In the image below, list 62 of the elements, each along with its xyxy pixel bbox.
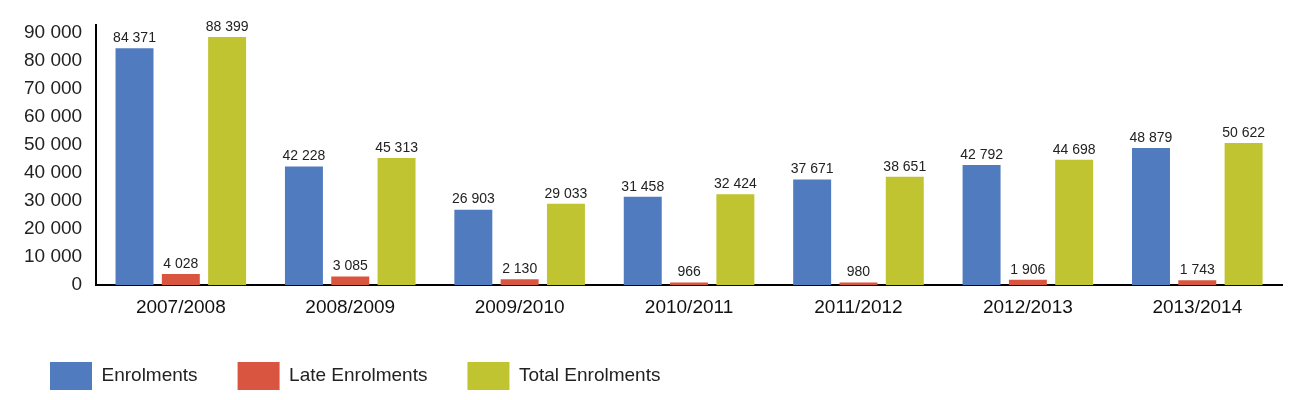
data-label: 4 028 [163, 254, 199, 271]
data-label: 42 792 [960, 145, 1004, 162]
data-label: 1 906 [1010, 260, 1046, 277]
x-tick-label: 2012/2013 [982, 295, 1073, 317]
bar [1132, 147, 1170, 286]
bar [161, 273, 200, 286]
x-tick-label: 2007/2008 [135, 295, 226, 317]
data-label: 26 903 [451, 190, 495, 207]
bar [1008, 279, 1047, 286]
bar [962, 165, 1001, 286]
bar [377, 157, 416, 286]
bar [716, 194, 755, 286]
y-tick-label: 0 [71, 273, 83, 295]
bar [1055, 159, 1094, 286]
data-label: 1 743 [1179, 261, 1216, 278]
bar [546, 203, 585, 286]
bar [208, 36, 247, 286]
y-tick-label: 80 000 [23, 48, 83, 70]
y-tick-label: 70 000 [23, 76, 83, 98]
bar [331, 276, 370, 286]
data-label: 38 651 [883, 157, 927, 174]
bar [623, 196, 662, 286]
data-label: 31 458 [621, 177, 665, 194]
bar [839, 282, 878, 286]
y-tick-label: 20 000 [23, 217, 83, 239]
data-label: 45 313 [375, 138, 419, 155]
x-tick-label: 2010/2011 [644, 295, 734, 317]
data-label: 3 085 [332, 257, 368, 274]
bar [1224, 143, 1263, 286]
data-label: 50 622 [1222, 123, 1266, 140]
legend-label: Late Enrolments [289, 364, 428, 386]
y-tick-label: 40 000 [23, 161, 83, 183]
legend-label: Enrolments [101, 364, 198, 386]
x-tick-label: 2009/2010 [474, 295, 565, 317]
bar [284, 166, 323, 286]
y-tick-label: 30 000 [23, 189, 83, 211]
data-label: 37 671 [790, 160, 834, 177]
y-tick-label: 60 000 [23, 104, 83, 126]
data-label: 32 424 [713, 174, 757, 191]
bar [793, 179, 832, 286]
data-label: 42 228 [282, 147, 326, 164]
y-tick-label: 50 000 [23, 133, 83, 154]
data-label: 84 371 [113, 29, 157, 46]
data-label: 980 [846, 263, 871, 280]
data-label: 88 399 [205, 17, 249, 34]
bar [670, 282, 709, 286]
data-label: 48 879 [1129, 128, 1173, 145]
bar [454, 209, 493, 286]
y-tick-label: 10 000 [23, 245, 83, 267]
x-tick-label: 2011/2012 [814, 295, 903, 317]
data-label: 29 033 [544, 184, 588, 201]
legend-label: Total Enrolments [518, 364, 661, 386]
bar [115, 48, 154, 286]
data-label: 2 130 [502, 260, 538, 277]
y-tick-label: 90 000 [23, 20, 83, 42]
x-tick-label: 2013/2014 [1152, 295, 1243, 317]
x-tick-label: 2008/2009 [305, 295, 396, 317]
bar [885, 176, 924, 286]
data-label: 966 [677, 263, 701, 280]
bar [1178, 280, 1217, 286]
bar [500, 279, 539, 286]
data-label: 44 698 [1052, 140, 1096, 157]
